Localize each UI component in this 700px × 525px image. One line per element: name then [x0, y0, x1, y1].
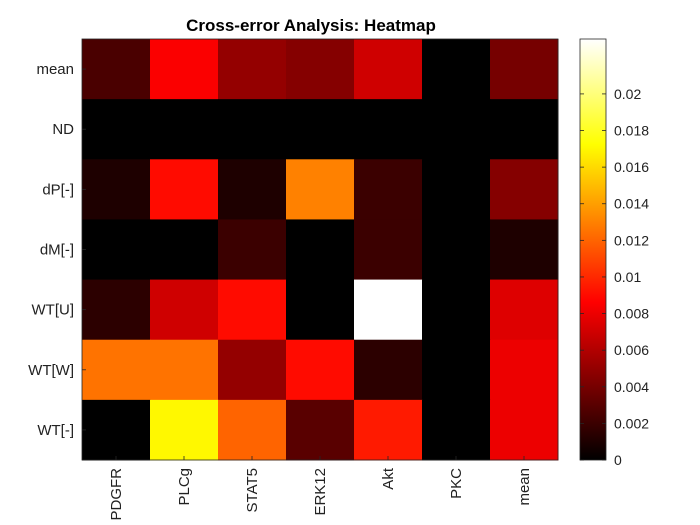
colorbar-tick-label: 0.02	[614, 86, 641, 102]
heatmap-cell-wt-mean	[490, 399, 559, 461]
y-tick-label: ND	[52, 121, 74, 138]
x-tick-label: PKC	[448, 468, 465, 499]
x-tick-label: Akt	[380, 467, 397, 490]
heatmap-cell-mean-pkc	[422, 39, 491, 100]
heatmap-cell-wt-u-pkc	[422, 279, 491, 341]
heatmap-cell-wt-u-pdgfr	[82, 279, 151, 341]
heatmap-cells	[82, 39, 559, 461]
colorbar-tick-label: 0	[614, 452, 622, 468]
heatmap-cell-dm-pdgfr	[82, 219, 151, 281]
heatmap-cell-dp-pdgfr	[82, 159, 151, 220]
colorbar-tick-label: 0.004	[614, 379, 649, 395]
heatmap-cell-dp-akt	[354, 159, 423, 220]
heatmap-cell-nd-pkc	[422, 99, 491, 160]
y-tick-label: mean	[36, 61, 74, 78]
heatmap-cell-wt-w-stat5	[218, 339, 287, 401]
heatmap-cell-nd-akt	[354, 99, 423, 160]
heatmap-cell-wt-akt	[354, 399, 423, 461]
colorbar	[579, 38, 607, 461]
y-tick-label: WT[-]	[37, 422, 74, 439]
colorbar-tick-label: 0.016	[614, 159, 649, 175]
heatmap-cell-dp-plcg	[150, 159, 219, 220]
colorbar-ticks: 0 0.002 0.004 0.006 0.008 0.01 0.012 0.014 0.016…	[580, 86, 649, 468]
heatmap-cell-mean-stat5	[218, 39, 287, 100]
heatmap-cell-wt-u-plcg	[150, 279, 219, 341]
colorbar-tick-label: 0.014	[614, 196, 649, 212]
heatmap-cell-dp-erk12	[286, 159, 355, 220]
x-tick-label: ERK12	[312, 468, 329, 516]
x-tick-label: PDGFR	[108, 468, 125, 521]
heatmap-cell-wt-w-pdgfr	[82, 339, 151, 401]
heatmap-cell-wt-erk12	[286, 399, 355, 461]
heatmap-cell-wt-pdgfr	[82, 399, 151, 461]
chart-title: Cross-error Analysis: Heatmap	[186, 16, 436, 35]
heatmap-cell-mean-pdgfr	[82, 39, 151, 100]
heatmap-cell-wt-w-mean	[490, 339, 559, 401]
colorbar-tick-label: 0.006	[614, 342, 649, 358]
heatmap-cell-dm-mean	[490, 219, 559, 281]
y-tick-label: dM[-]	[40, 242, 74, 259]
heatmap-cell-nd-pdgfr	[82, 99, 151, 160]
colorbar-tick-label: 0.018	[614, 123, 649, 139]
heatmap-cell-dp-stat5	[218, 159, 287, 220]
y-tick-label: dP[-]	[42, 181, 74, 198]
y-tick-label: WT[W]	[28, 362, 74, 379]
heatmap-cell-dm-pkc	[422, 219, 491, 281]
heatmap-cell-dp-mean	[490, 159, 559, 220]
heatmap-cell-wt-w-plcg	[150, 339, 219, 401]
heatmap-cell-wt-w-erk12	[286, 339, 355, 401]
heatmap-cell-dm-akt	[354, 219, 423, 281]
heatmap-cell-wt-stat5	[218, 399, 287, 461]
heatmap-cell-wt-pkc	[422, 399, 491, 461]
y-tick-labels: mean ND dP[-] dM[-] WT[U] WT[W] WT[-]	[28, 61, 86, 439]
colorbar-tick-label: 0.012	[614, 232, 649, 248]
y-tick-label: WT[U]	[32, 302, 75, 319]
heatmap-cell-nd-mean	[490, 99, 559, 160]
heatmap-cell-mean-mean	[490, 39, 559, 100]
heatmap-cell-nd-erk12	[286, 99, 355, 160]
heatmap-cell-nd-plcg	[150, 99, 219, 160]
heatmap-cell-dm-plcg	[150, 219, 219, 281]
colorbar-tick-label: 0.002	[614, 415, 649, 431]
heatmap-cell-wt-plcg	[150, 399, 219, 461]
heatmap-cell-wt-u-mean	[490, 279, 559, 341]
heatmap-cell-nd-stat5	[218, 99, 287, 160]
colorbar-tick-label: 0.01	[614, 269, 641, 285]
heatmap-cell-mean-plcg	[150, 39, 219, 100]
colorbar-tick-label: 0.008	[614, 306, 649, 322]
heatmap-cell-mean-erk12	[286, 39, 355, 100]
heatmap-cell-mean-akt	[354, 39, 423, 100]
x-tick-labels: PDGFR PLCg STAT5 ERK12 Akt PKC mean	[108, 456, 533, 521]
x-tick-label: PLCg	[176, 468, 193, 506]
heatmap-cell-wt-u-erk12	[286, 279, 355, 341]
x-tick-label: mean	[516, 468, 533, 506]
heatmap-cell-wt-u-akt	[354, 279, 423, 341]
heatmap-cell-dm-erk12	[286, 219, 355, 281]
heatmap-cell-wt-u-stat5	[218, 279, 287, 341]
heatmap-cell-dm-stat5	[218, 219, 287, 281]
x-tick-label: STAT5	[244, 468, 261, 512]
heatmap-cell-wt-w-akt	[354, 339, 423, 401]
heatmap-cell-dp-pkc	[422, 159, 491, 220]
heatmap-cell-wt-w-pkc	[422, 339, 491, 401]
